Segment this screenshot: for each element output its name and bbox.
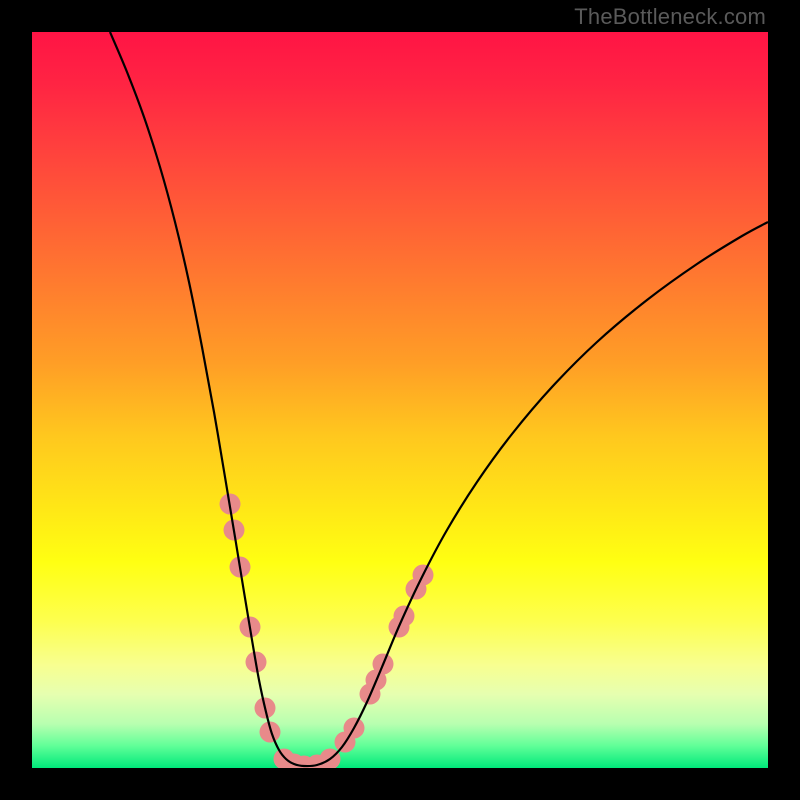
watermark-text: TheBottleneck.com <box>574 4 766 30</box>
v-curve <box>110 32 768 766</box>
curve-layer <box>32 32 768 768</box>
chart-frame: TheBottleneck.com <box>0 0 800 800</box>
data-markers <box>220 494 434 769</box>
plot-area <box>32 32 768 768</box>
